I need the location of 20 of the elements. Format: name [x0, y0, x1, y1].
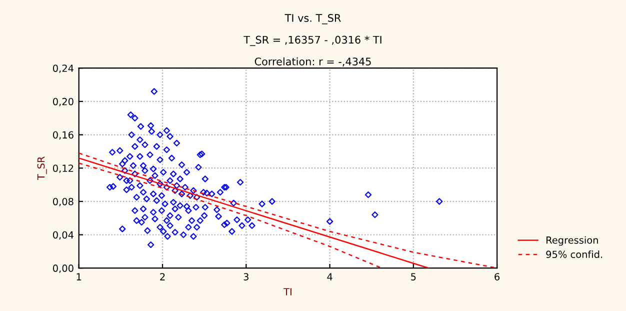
- legend-label: Regression: [546, 236, 598, 246]
- legend-label: 95% confid.: [546, 250, 602, 258]
- y-tick-label: 0,24: [53, 64, 74, 73]
- x-tick-label: 6: [494, 273, 500, 280]
- x-tick-label: 3: [244, 273, 248, 280]
- x-tick-label: 5: [411, 273, 416, 280]
- x-tick-label: 1: [76, 273, 82, 280]
- chart-title: TI vs. T_SR: [284, 14, 341, 24]
- x-axis-title: TI: [284, 288, 292, 296]
- y-tick-label: 0,00: [53, 264, 74, 273]
- y-tick-label: 0,16: [53, 131, 74, 140]
- y-tick-label: 0,04: [53, 231, 74, 240]
- text: Correlation: r = -,4345: [254, 57, 371, 67]
- x-tick-label: 2: [160, 273, 165, 280]
- y-axis-title: T_SR: [37, 156, 47, 180]
- y-tick-label: 0,08: [53, 198, 74, 206]
- chart-subtitle: T_SR = ,16357 - ,0316 * TI: [244, 36, 382, 46]
- x-tick-label: 4: [327, 273, 332, 280]
- y-tick-label: 0,20: [53, 98, 74, 106]
- y-tick-label: 0,12: [53, 164, 74, 173]
